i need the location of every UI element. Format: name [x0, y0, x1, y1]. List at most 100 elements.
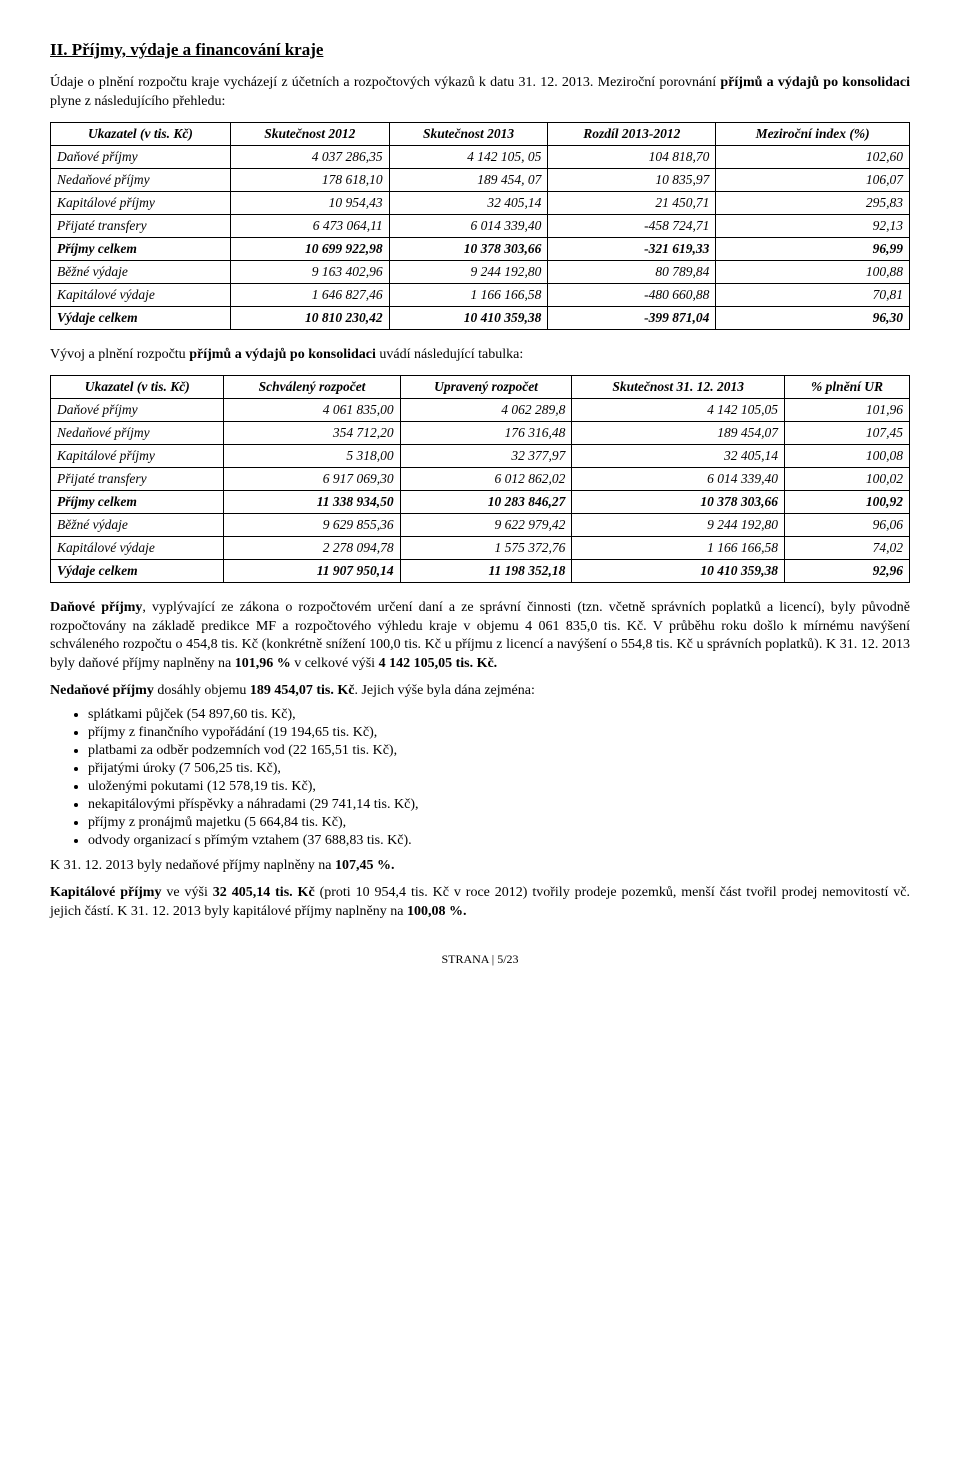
table-cell: 9 622 979,42	[400, 513, 572, 536]
mid-text-2: uvádí následující tabulka:	[376, 347, 523, 362]
col-header: Rozdíl 2013-2012	[548, 122, 716, 145]
table-cell: 100,88	[716, 260, 910, 283]
table-cell: 11 198 352,18	[400, 559, 572, 582]
table-cell: Přijaté transfery	[51, 214, 231, 237]
ned-b1: Nedaňové příjmy	[50, 683, 154, 698]
col-header: Schválený rozpočet	[224, 375, 400, 398]
danove-paragraph: Daňové příjmy, vyplývající ze zákona o r…	[50, 599, 910, 675]
intro-text-1: Údaje o plnění rozpočtu kraje vycházejí …	[50, 75, 720, 90]
table-cell: 102,60	[716, 145, 910, 168]
list-item: příjmy z pronájmů majetku (5 664,84 tis.…	[88, 815, 910, 831]
table-row: Kapitálové příjmy5 318,0032 377,9732 405…	[51, 444, 910, 467]
table-cell: 32 405,14	[572, 444, 785, 467]
table-cell: 4 142 105,05	[572, 398, 785, 421]
table-cell: 107,45	[785, 421, 910, 444]
table-row: Příjmy celkem11 338 934,5010 283 846,271…	[51, 490, 910, 513]
table-cell: Nedaňové příjmy	[51, 421, 224, 444]
intro-text-2: plyne z následujícího přehledu:	[50, 94, 225, 109]
table-cell: 100,92	[785, 490, 910, 513]
col-header: Ukazatel (v tis. Kč)	[51, 375, 224, 398]
table-cell: 9 163 402,96	[230, 260, 389, 283]
list-item: odvody organizací s přímým vztahem (37 6…	[88, 833, 910, 849]
table-cell: 10 378 303,66	[572, 490, 785, 513]
danove-t2: v celkové výši	[291, 656, 379, 671]
col-header: % plnění UR	[785, 375, 910, 398]
col-header: Skutečnost 2013	[389, 122, 548, 145]
table-cell: 21 450,71	[548, 191, 716, 214]
table-row: Přijaté transfery6 917 069,306 012 862,0…	[51, 467, 910, 490]
kap-b3: 100,08 %.	[407, 904, 467, 919]
after-bullets-bold: 107,45 %.	[335, 858, 395, 873]
table-row: Nedaňové příjmy178 618,10189 454, 0710 8…	[51, 168, 910, 191]
table-row: Kapitálové výdaje1 646 827,461 166 166,5…	[51, 283, 910, 306]
page-footer: STRANA | 5/23	[50, 952, 910, 967]
table-cell: Kapitálové výdaje	[51, 283, 231, 306]
intro-bold: příjmů a výdajů po konsolidaci	[720, 75, 910, 90]
list-item: nekapitálovými příspěvky a náhradami (29…	[88, 797, 910, 813]
table-cell: -458 724,71	[548, 214, 716, 237]
table-row: Kapitálové příjmy10 954,4332 405,1421 45…	[51, 191, 910, 214]
table-cell: 104 818,70	[548, 145, 716, 168]
table-cell: 80 789,84	[548, 260, 716, 283]
table-cell: 9 244 192,80	[389, 260, 548, 283]
table-cell: 10 810 230,42	[230, 306, 389, 329]
table-cell: 6 917 069,30	[224, 467, 400, 490]
table-cell: 2 278 094,78	[224, 536, 400, 559]
table-cell: -321 619,33	[548, 237, 716, 260]
intro-paragraph: Údaje o plnění rozpočtu kraje vycházejí …	[50, 74, 910, 112]
table-cell: 4 142 105, 05	[389, 145, 548, 168]
table-cell: 32 405,14	[389, 191, 548, 214]
table-cell: 11 338 934,50	[224, 490, 400, 513]
table-cell: 4 061 835,00	[224, 398, 400, 421]
table-cell: 1 166 166,58	[389, 283, 548, 306]
kapitalove-paragraph: Kapitálové příjmy ve výši 32 405,14 tis.…	[50, 884, 910, 922]
mid-bold: příjmů a výdajů po konsolidaci	[189, 347, 376, 362]
mid-text-1: Vývoj a plnění rozpočtu	[50, 347, 189, 362]
table-row: Příjmy celkem10 699 922,9810 378 303,66-…	[51, 237, 910, 260]
table-cell: -480 660,88	[548, 283, 716, 306]
table-cell: 178 618,10	[230, 168, 389, 191]
table-row: Ukazatel (v tis. Kč) Schválený rozpočet …	[51, 375, 910, 398]
table-cell: 1 646 827,46	[230, 283, 389, 306]
table-cell: 92,96	[785, 559, 910, 582]
danove-b3: 4 142 105,05 tis. Kč.	[379, 656, 498, 671]
table-cell: 189 454, 07	[389, 168, 548, 191]
table-row: Ukazatel (v tis. Kč) Skutečnost 2012 Sku…	[51, 122, 910, 145]
table-cell: Daňové příjmy	[51, 145, 231, 168]
table-cell: Výdaje celkem	[51, 306, 231, 329]
table-cell: 176 316,48	[400, 421, 572, 444]
table-cell: Kapitálové příjmy	[51, 191, 231, 214]
table-row: Běžné výdaje9 629 855,369 622 979,429 24…	[51, 513, 910, 536]
table-cell: 354 712,20	[224, 421, 400, 444]
table-cell: 10 699 922,98	[230, 237, 389, 260]
table-cell: 6 012 862,02	[400, 467, 572, 490]
table-cell: 70,81	[716, 283, 910, 306]
table-cell: 96,99	[716, 237, 910, 260]
table-cell: 10 410 359,38	[572, 559, 785, 582]
table-row: Výdaje celkem10 810 230,4210 410 359,38-…	[51, 306, 910, 329]
mid-paragraph: Vývoj a plnění rozpočtu příjmů a výdajů …	[50, 346, 910, 365]
table-cell: 101,96	[785, 398, 910, 421]
table-row: Kapitálové výdaje2 278 094,781 575 372,7…	[51, 536, 910, 559]
kap-b2: 32 405,14 tis. Kč	[213, 885, 315, 900]
table-cell: Nedaňové příjmy	[51, 168, 231, 191]
table-cell: Přijaté transfery	[51, 467, 224, 490]
danove-b1: Daňové příjmy	[50, 600, 142, 615]
table-cell: 100,08	[785, 444, 910, 467]
col-header: Skutečnost 2012	[230, 122, 389, 145]
table-cell: 10 283 846,27	[400, 490, 572, 513]
col-header: Meziroční index (%)	[716, 122, 910, 145]
table-cell: Příjmy celkem	[51, 237, 231, 260]
table-cell: Daňové příjmy	[51, 398, 224, 421]
list-item: přijatými úroky (7 506,25 tis. Kč),	[88, 761, 910, 777]
table-cell: 96,06	[785, 513, 910, 536]
bullet-list: splátkami půjček (54 897,60 tis. Kč),pří…	[50, 707, 910, 849]
table-cell: 6 014 339,40	[389, 214, 548, 237]
table-cell: 1 575 372,76	[400, 536, 572, 559]
table-cell: -399 871,04	[548, 306, 716, 329]
nedanove-paragraph: Nedaňové příjmy dosáhly objemu 189 454,0…	[50, 682, 910, 701]
after-bullets-text: K 31. 12. 2013 byly nedaňové příjmy napl…	[50, 858, 335, 873]
table-cell: 92,13	[716, 214, 910, 237]
table-cell: Běžné výdaje	[51, 513, 224, 536]
table-cell: 96,30	[716, 306, 910, 329]
